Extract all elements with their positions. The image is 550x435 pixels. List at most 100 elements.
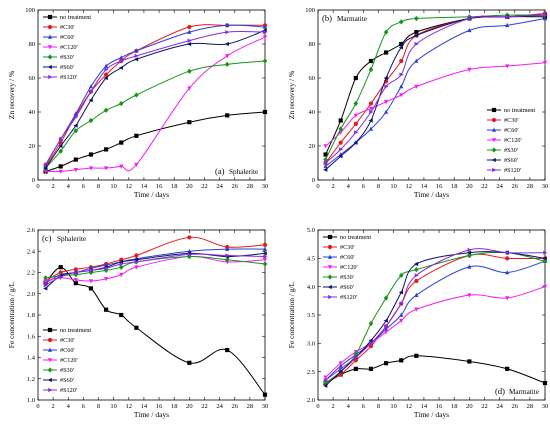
legend-marker [47,45,53,50]
legend-entry: #S30' [340,274,354,281]
series-line [45,256,266,282]
y-tick-label: 100 [25,7,35,14]
data-point [58,164,63,169]
data-point [187,235,192,240]
x-tick-label: 4 [67,403,71,410]
panel-a-zn-recovery-sphalerite: (a) 0 2 4 6 8 10 12 14 16 18 20 22 24 26 28 30020406080… [7,7,268,199]
x-tick-label: 18 [171,403,178,410]
data-point [88,152,94,157]
data-point [187,360,192,365]
data-point [338,118,343,123]
series-line [45,24,266,165]
data-point [58,137,64,142]
y-axis-label: Fe concentration / g/L [7,281,16,348]
y-tick-label: 3.5 [307,312,315,319]
data-point [542,16,548,21]
y-tick-label: 2.5 [307,369,315,376]
x-tick-label: 26 [231,183,238,190]
data-point [354,130,359,135]
data-point [43,283,48,288]
data-point [399,84,404,89]
legend-marker [327,284,332,290]
legend-marker [491,138,497,143]
data-point [368,126,374,131]
data-point [368,101,374,106]
data-point [104,147,109,152]
x-tick-label: 18 [451,183,458,190]
data-point [399,301,404,306]
x-tick-label: 0 [36,403,39,410]
data-point [58,143,63,149]
legend-marker [47,34,53,39]
data-point [467,247,472,252]
x-tick-label: 30 [262,183,269,190]
data-point [353,140,358,145]
data-point [262,242,268,247]
legend-entry: no treatment [504,107,535,114]
data-point [104,67,109,72]
data-point [74,115,79,120]
x-tick-label: 24 [496,183,503,190]
data-point [187,252,192,257]
data-point [73,168,78,173]
data-point [383,295,389,301]
data-point [104,166,109,171]
data-point [104,266,109,271]
x-tick-label: 12 [406,183,413,190]
data-point [338,363,343,368]
data-point [104,72,109,77]
legend-marker [327,234,333,240]
series-line [45,111,266,172]
data-point [134,253,139,258]
data-point [414,41,419,47]
data-point [368,58,374,64]
legend-entry: #S120' [340,294,357,301]
data-point [323,167,328,172]
x-tick-label: 4 [347,183,351,190]
data-point [225,54,230,59]
data-point [399,58,404,64]
data-point [58,274,64,279]
x-tick-label: 22 [481,403,488,410]
data-point [134,162,139,168]
x-axis-label: Time / days [414,190,449,199]
panel-d-label: (d) [495,386,505,396]
legend-entry: #S120' [504,167,521,174]
data-point [119,55,124,60]
data-point [119,272,124,278]
data-point [505,14,510,19]
x-tick-label: 16 [156,183,163,190]
data-point [353,358,358,363]
data-point [368,66,374,73]
series-line [325,18,546,167]
x-tick-label: 0 [316,403,319,410]
legend-marker [47,347,53,352]
panel-c-fe-concentration-sphalerite: (c) 0 2 4 6 8 10 12 14 16 18 20 22 24 26 28 301.01.21.4… [7,227,268,419]
data-point [225,30,230,35]
data-point [187,24,192,30]
data-point [369,341,374,346]
y-tick-label: 40 [309,109,316,116]
data-point [542,284,548,290]
data-point [104,307,109,312]
data-point [384,361,389,366]
x-tick-label: 8 [377,403,380,410]
data-point [467,264,472,269]
data-point [119,58,124,64]
data-point [399,312,404,317]
data-point [384,324,389,329]
y-tick-label: 4.0 [307,284,315,291]
legend-entry: #C60' [60,34,75,41]
data-point [369,109,374,115]
legend-entry: #C60' [340,254,355,261]
y-tick-label: 40 [29,109,36,116]
y-tick-label: 1.0 [27,397,35,404]
legend-entry: #C60' [504,127,519,134]
data-point [505,366,510,371]
data-point [414,30,419,35]
y-tick-label: 0 [312,177,315,184]
x-tick-label: 4 [347,403,351,410]
data-point [73,157,78,162]
legend-marker [48,74,53,80]
data-point [224,41,229,47]
